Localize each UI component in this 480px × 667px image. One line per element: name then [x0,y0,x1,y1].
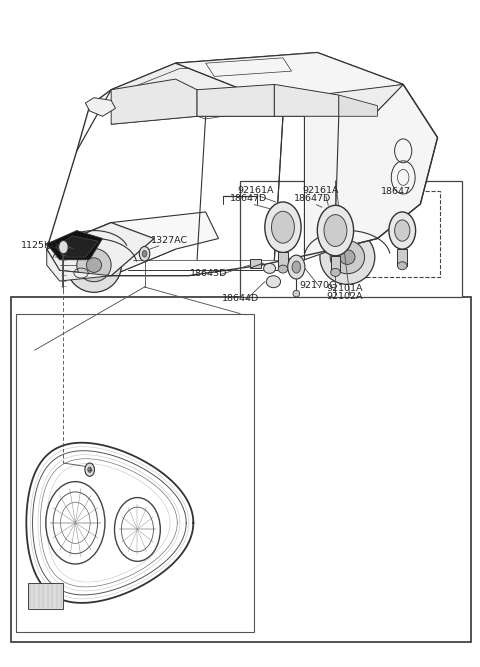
Circle shape [142,251,147,257]
Bar [28,582,63,609]
Polygon shape [397,249,407,265]
Text: 1327AC: 1327AC [151,236,188,245]
Ellipse shape [86,257,102,272]
Polygon shape [317,85,403,111]
Text: 1125KQ: 1125KQ [21,241,58,250]
Polygon shape [111,63,304,116]
Polygon shape [304,85,438,259]
Polygon shape [47,212,218,275]
Ellipse shape [331,268,340,276]
Text: 18647D: 18647D [294,194,331,203]
Bar [366,191,441,277]
Polygon shape [55,236,98,257]
Text: 18644D: 18644D [222,293,260,303]
Ellipse shape [340,250,355,264]
Polygon shape [47,231,103,259]
Ellipse shape [397,261,407,269]
Ellipse shape [264,263,276,273]
Ellipse shape [330,241,364,273]
Polygon shape [197,85,275,116]
Circle shape [389,212,416,249]
Polygon shape [176,53,403,105]
Ellipse shape [266,275,281,287]
Text: 92161A: 92161A [302,186,338,195]
Text: 92101A: 92101A [326,284,362,293]
Ellipse shape [293,290,300,297]
Bar [16,313,254,632]
Circle shape [88,467,92,472]
Text: 92102A: 92102A [326,291,362,301]
Circle shape [265,202,301,253]
Circle shape [59,241,68,253]
Polygon shape [47,223,154,275]
Ellipse shape [77,249,111,281]
Text: 18643D: 18643D [190,269,227,278]
Text: 18647D: 18647D [229,194,267,203]
Bar [240,181,462,297]
Circle shape [395,220,410,241]
Text: 18647: 18647 [381,187,411,196]
Polygon shape [47,223,176,275]
Circle shape [272,211,294,243]
Circle shape [139,247,150,261]
Circle shape [324,215,347,247]
Circle shape [292,261,300,273]
Polygon shape [275,85,339,116]
Bar [11,297,471,642]
Circle shape [288,255,305,279]
Polygon shape [339,95,377,116]
Text: 92161A: 92161A [238,186,274,195]
Ellipse shape [67,238,121,292]
Ellipse shape [278,265,288,273]
Ellipse shape [320,230,375,284]
Bar [251,259,261,267]
Polygon shape [278,253,288,269]
Text: 92170C: 92170C [300,281,336,290]
Polygon shape [331,255,340,272]
Polygon shape [47,249,111,281]
Circle shape [317,205,354,255]
Circle shape [85,463,95,476]
Polygon shape [85,97,116,116]
Polygon shape [111,79,197,124]
